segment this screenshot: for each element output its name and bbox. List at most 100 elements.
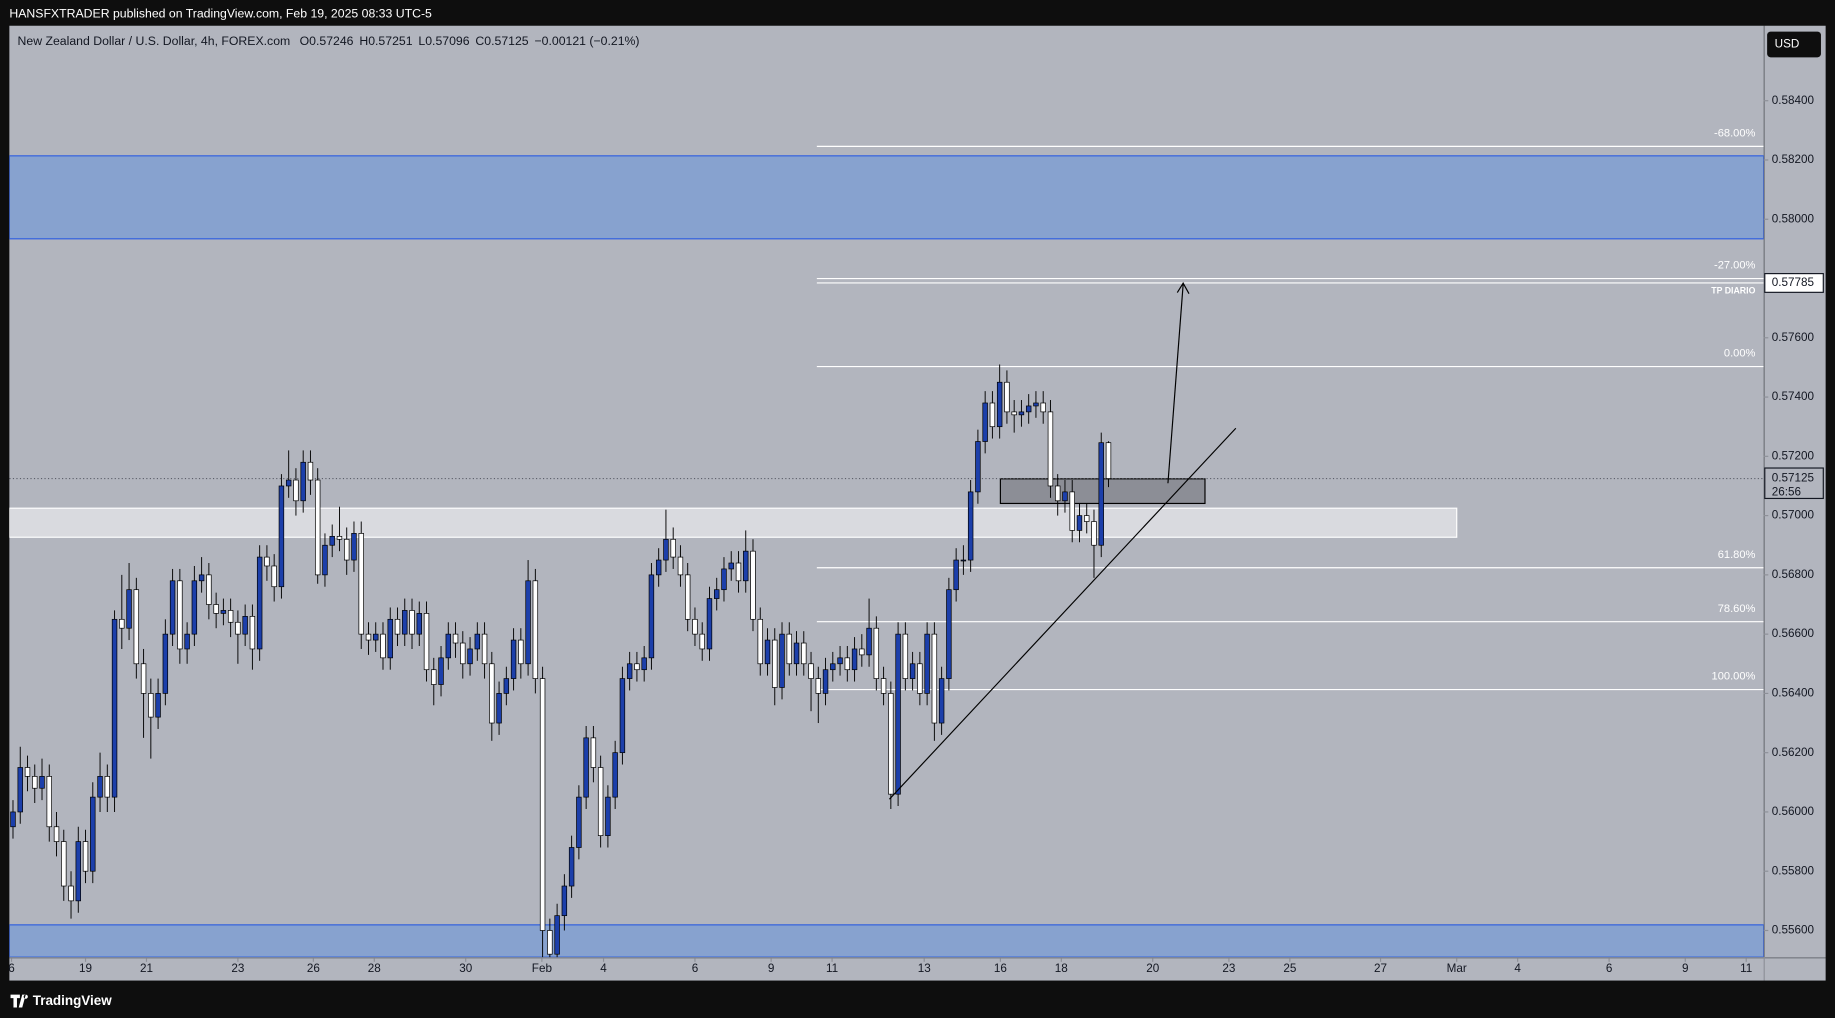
candle-body	[510, 639, 517, 679]
candle-body	[808, 663, 814, 679]
candle-body	[336, 535, 343, 540]
candle-body	[445, 633, 451, 659]
y-tick-label: 0.56400	[1772, 687, 1815, 700]
candle-body	[822, 669, 829, 694]
candle-body	[851, 648, 858, 671]
current-price-label: 0.57125	[1772, 472, 1815, 485]
candle-body	[467, 648, 473, 665]
candle-body	[619, 678, 626, 754]
candle-body	[278, 485, 285, 588]
arrow-head	[1176, 282, 1190, 294]
candle-body	[888, 693, 894, 795]
fib-label: -68.00%	[1714, 127, 1756, 139]
candle-body	[344, 538, 350, 561]
candle-body	[481, 633, 488, 665]
candle-body	[735, 562, 742, 582]
y-tick-label: 0.58400	[1772, 94, 1815, 107]
candle-body	[155, 693, 161, 718]
legend-field: H	[359, 34, 368, 48]
candle-body	[714, 589, 720, 599]
candle-body	[184, 633, 190, 650]
y-tick-label: 0.56600	[1772, 627, 1815, 640]
candle-body	[169, 580, 176, 635]
x-tick-label: 9	[1682, 962, 1689, 975]
candle-body	[191, 580, 198, 635]
countdown: 26:56	[1772, 486, 1801, 499]
x-tick-label: 13	[918, 962, 931, 975]
candle-body	[394, 618, 401, 635]
candle-body	[126, 589, 132, 629]
legend-value: 0.57125	[484, 34, 529, 48]
candle-body	[489, 663, 495, 724]
candle-body	[815, 678, 821, 694]
candle-body	[365, 633, 372, 641]
candle-body	[626, 663, 633, 679]
currency-button[interactable]	[1767, 31, 1821, 58]
candle-body	[576, 796, 582, 848]
candle-body	[402, 610, 408, 635]
candle-body	[307, 461, 314, 481]
legend-value: 0.57251	[368, 34, 413, 48]
candle-body	[960, 559, 967, 562]
candle-body	[721, 568, 727, 591]
current-price-box	[1764, 467, 1824, 500]
candle-body	[1033, 402, 1039, 407]
fib-label: 0.00%	[1724, 348, 1756, 360]
y-tick-label: 0.58200	[1772, 153, 1815, 166]
legend-title: New Zealand Dollar / U.S. Dollar, 4h, FO…	[18, 34, 291, 48]
candle-body	[568, 847, 575, 887]
candle-body	[692, 618, 698, 635]
candle-body	[931, 633, 938, 724]
x-tick-label: 23	[231, 962, 244, 975]
candle-body	[982, 402, 988, 442]
candle-body	[24, 767, 31, 777]
candle-body	[539, 678, 546, 931]
legend-change: −0.00121 (−0.21%)	[534, 34, 639, 48]
candle-body	[859, 648, 865, 656]
candle-body	[1025, 405, 1032, 413]
candle-body	[264, 556, 270, 567]
candle-body	[786, 633, 792, 665]
candle-body	[373, 633, 379, 641]
candle-body	[271, 565, 277, 588]
candle-body	[82, 841, 89, 872]
candle-body	[655, 559, 662, 576]
candle-body	[53, 826, 60, 842]
candle-body	[830, 663, 836, 671]
candle-body	[837, 657, 843, 665]
candle-body	[706, 598, 713, 650]
candle-body	[772, 639, 778, 688]
y-tick-label: 0.56800	[1772, 568, 1815, 581]
x-tick-label: 21	[140, 962, 153, 975]
candle-body	[895, 633, 901, 795]
candle-body	[663, 538, 669, 561]
legend-value: 0.57246	[309, 34, 354, 48]
candle-body	[314, 479, 321, 576]
x-tick-label: 27	[1374, 962, 1387, 975]
x-tick-label: Mar	[1447, 962, 1467, 975]
candle-body	[198, 574, 205, 582]
candle-body	[1054, 485, 1061, 502]
candle-body	[866, 627, 872, 656]
candle-body	[634, 663, 640, 671]
candle-body	[989, 402, 996, 428]
candle-body	[996, 381, 1003, 428]
candle-body	[46, 776, 52, 828]
candle-body	[612, 752, 618, 798]
zone	[9, 155, 1764, 240]
candle-body	[1011, 411, 1017, 416]
y-tick-label: 0.57200	[1772, 449, 1815, 462]
candle-body	[61, 841, 67, 887]
candle-body	[423, 613, 430, 671]
candle-body	[1091, 521, 1097, 546]
y-tick-label: 0.55600	[1772, 924, 1815, 937]
candle-body	[750, 550, 756, 620]
y-tick-label: 0.57400	[1772, 390, 1815, 403]
target-label: TP DIARIO	[1711, 285, 1755, 295]
candle-body	[358, 533, 364, 635]
x-tick-label: 11	[1740, 962, 1752, 975]
target-price-label: 0.57785	[1772, 276, 1815, 289]
fib-label: -27.00%	[1714, 260, 1756, 272]
candle-body	[684, 574, 691, 620]
y-tick-label: 0.56000	[1772, 805, 1815, 818]
